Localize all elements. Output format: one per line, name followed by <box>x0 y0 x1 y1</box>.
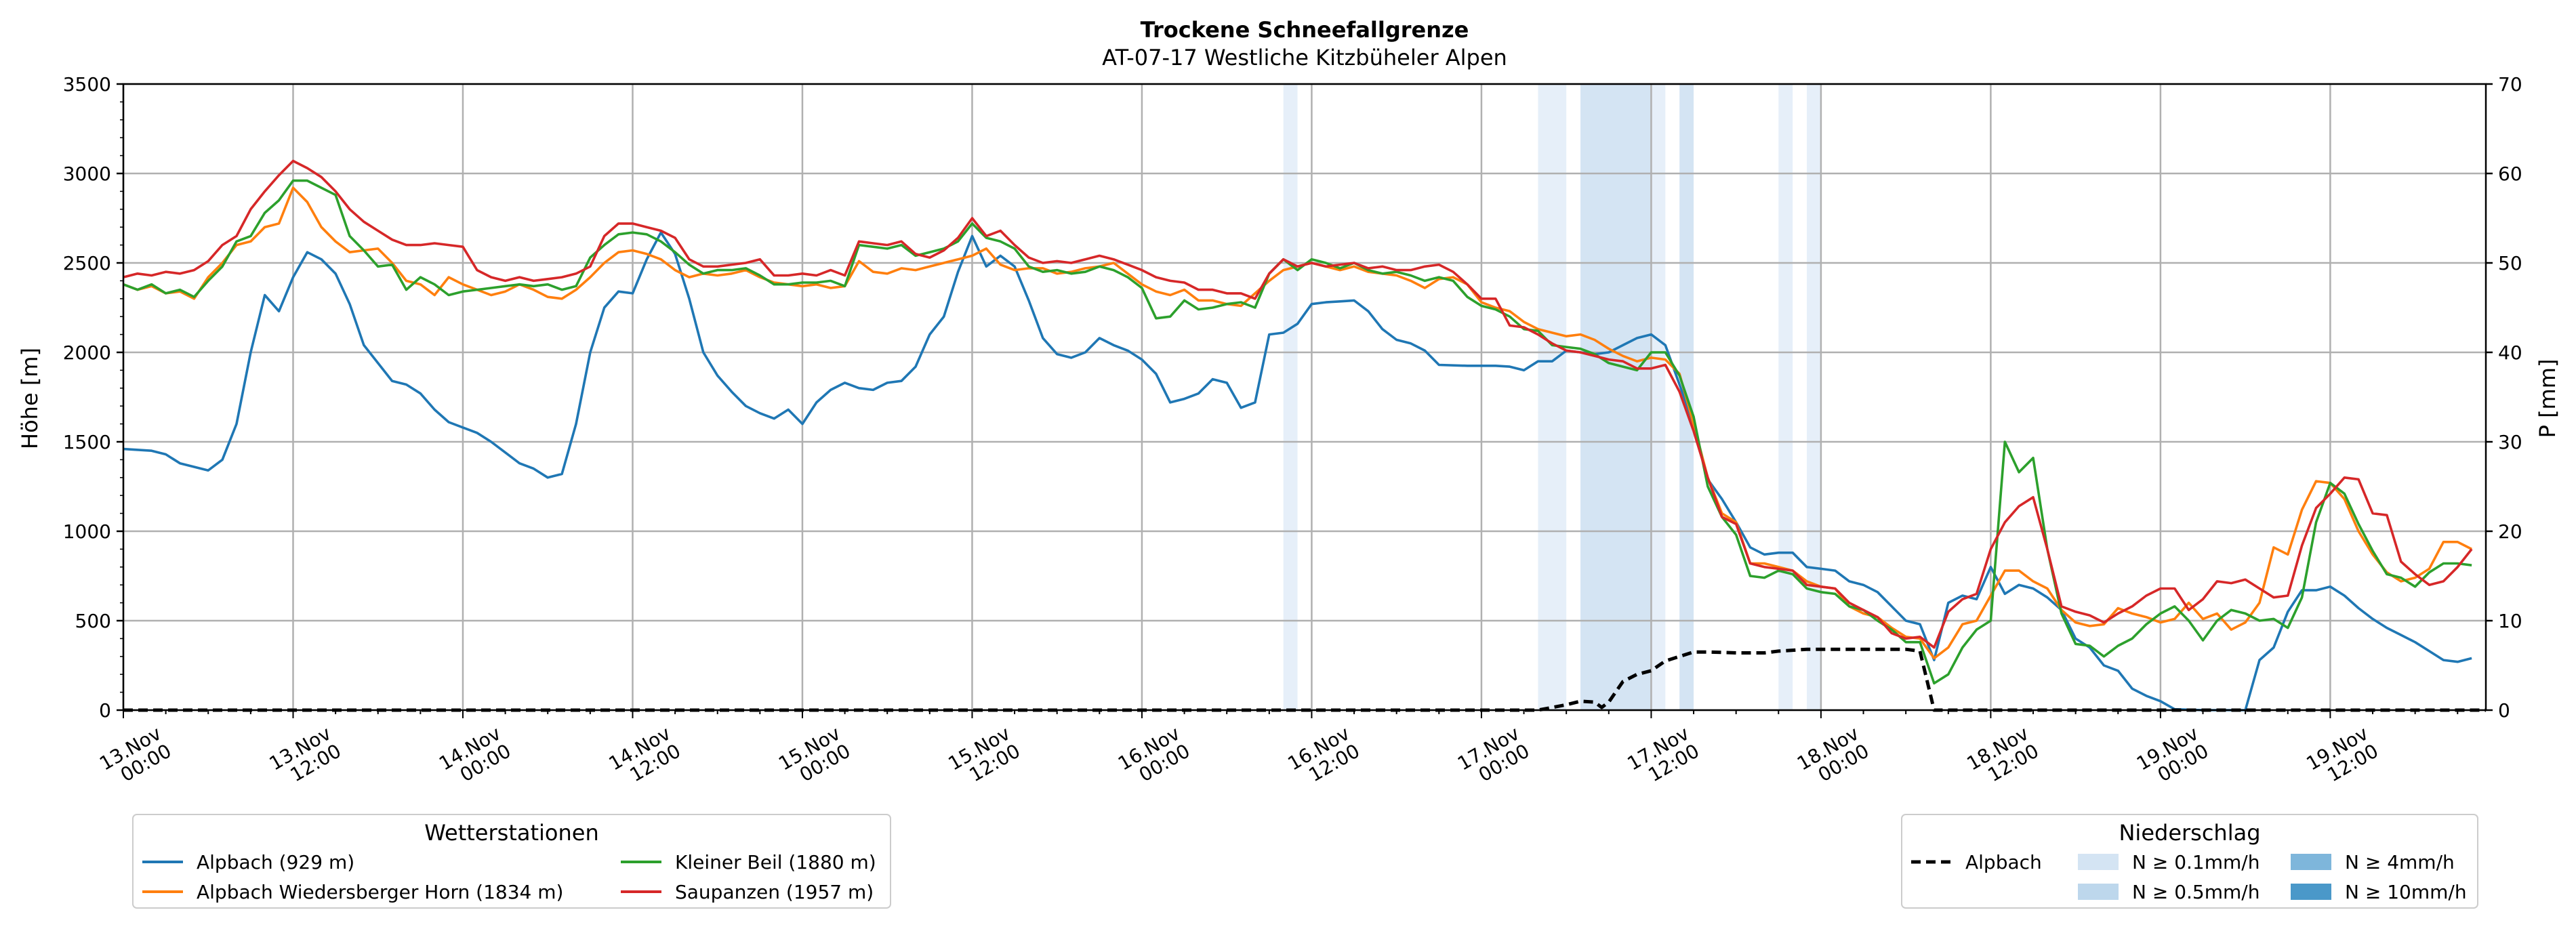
legend-swatch <box>2078 884 2119 900</box>
legend-label: Kleiner Beil (1880 m) <box>675 851 876 873</box>
legend-title: Wetterstationen <box>424 820 598 846</box>
x-tick-label: 18.Nov12:00 <box>1963 722 2043 792</box>
y-tick-label: 2000 <box>63 342 111 364</box>
x-tick-label: 18.Nov00:00 <box>1793 722 1873 792</box>
y2-tick-label: 0 <box>2498 699 2510 722</box>
precip-band <box>1778 84 1793 710</box>
series-line <box>123 179 2472 685</box>
y2-tick-label: 40 <box>2498 342 2522 364</box>
x-tick-label: 15.Nov12:00 <box>945 722 1024 792</box>
series-line <box>123 159 2473 649</box>
chart-subtitle: AT-07-17 Westliche Kitzbüheler Alpen <box>1102 45 1507 70</box>
legend-label: N ≥ 10mm/h <box>2345 881 2467 903</box>
x-tick-label: 17.Nov00:00 <box>1454 722 1533 792</box>
series-line <box>123 231 2472 711</box>
y-tick-label: 1000 <box>63 520 111 543</box>
legend-precipitation: Niederschlag Alpbach N ≥ 0.1mm/h N ≥ 0.5mm/… <box>1901 814 2478 909</box>
x-tick-label: 14.Nov00:00 <box>435 722 514 792</box>
precip-band <box>1651 84 1666 710</box>
y-axis-label: Höhe [m] <box>17 348 43 449</box>
precip-band <box>1538 84 1567 710</box>
y2-tick-label: 10 <box>2498 610 2522 632</box>
x-tick-label: 19.Nov12:00 <box>2302 722 2381 792</box>
legend-label: N ≥ 0.5mm/h <box>2132 881 2260 903</box>
series-line <box>123 647 2486 712</box>
x-tick-label: 19.Nov00:00 <box>2133 722 2212 792</box>
x-tick-label: 16.Nov00:00 <box>1114 722 1193 792</box>
x-tick-label: 14.Nov12:00 <box>605 722 684 792</box>
legend-swatch <box>2291 854 2331 870</box>
axes <box>122 83 2487 711</box>
legend-label: Saupanzen (1957 m) <box>675 881 874 903</box>
y-tick-label: 0 <box>99 699 111 722</box>
legend-swatch <box>2291 884 2331 900</box>
x-tick-label: 13.Nov12:00 <box>266 722 345 792</box>
legend-label: Alpbach <box>1965 851 2042 873</box>
legend-frame <box>132 814 891 909</box>
x-tick-label: 15.Nov00:00 <box>775 722 854 792</box>
legend-label: N ≥ 4mm/h <box>2345 851 2455 873</box>
legend-frame <box>1901 814 2478 909</box>
x-tick-label: 13.Nov00:00 <box>96 722 175 792</box>
y-tick-label: 500 <box>75 610 111 632</box>
y2-tick-label: 70 <box>2498 73 2522 96</box>
legend-swatch <box>2078 854 2119 870</box>
plot-frame <box>122 83 2487 711</box>
legend-label: Alpbach (929 m) <box>197 851 354 873</box>
precip-band <box>1807 84 1821 710</box>
legend-label: Alpbach Wiedersberger Horn (1834 m) <box>197 881 563 903</box>
legend-label: N ≥ 0.1mm/h <box>2132 851 2260 873</box>
chart-title: Trockene Schneefallgrenze <box>1141 17 1469 43</box>
grid <box>122 83 2486 711</box>
y-tick-label: 3500 <box>63 73 111 96</box>
y2-tick-label: 30 <box>2498 431 2522 453</box>
precip-band <box>1580 84 1652 710</box>
y-tick-label: 2500 <box>63 252 111 274</box>
x-tick-label: 17.Nov12:00 <box>1624 722 1703 792</box>
precip-band <box>1283 84 1298 710</box>
y2-axis-label: P [mm] <box>2535 359 2560 438</box>
y-tick-label: 3000 <box>63 163 111 185</box>
y2-tick-label: 60 <box>2498 163 2522 185</box>
y-tick-label: 1500 <box>63 431 111 453</box>
y2-tick-label: 50 <box>2498 252 2522 274</box>
legend-title: Niederschlag <box>2119 820 2260 846</box>
y2-tick-label: 20 <box>2498 520 2522 543</box>
series-lines <box>123 159 2486 712</box>
precipitation-bands <box>1283 84 1821 710</box>
legend-stations: Wetterstationen Alpbach (929 m) Alpbach Wi… <box>132 814 891 909</box>
x-tick-label: 16.Nov12:00 <box>1284 722 1364 792</box>
